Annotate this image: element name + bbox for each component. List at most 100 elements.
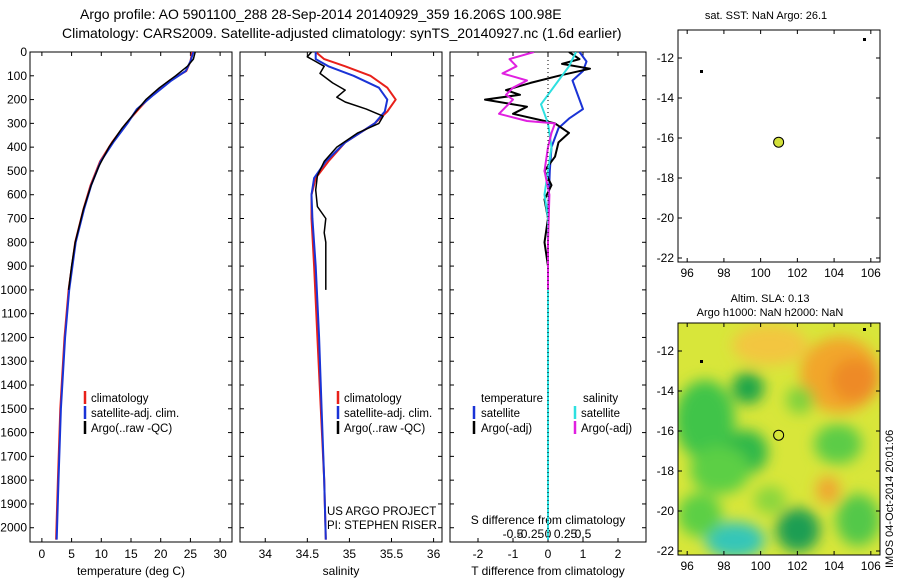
series-line-argo-raw-qc: [67, 52, 196, 290]
depth-tick-label: 900: [7, 259, 27, 273]
depth-tick-label: 600: [7, 188, 27, 202]
x-tick-label: 2: [615, 547, 622, 561]
argo-location-marker: [773, 429, 785, 441]
sla-blob: [690, 446, 750, 494]
map-y-tick-label: -20: [657, 211, 675, 225]
x-tick-label: 35: [343, 547, 357, 561]
map-x-tick-label: 104: [824, 559, 844, 573]
map-x-tick-label: 98: [717, 559, 731, 573]
x-tick-label: -2: [473, 547, 484, 561]
map-y-tick-label: -18: [657, 464, 675, 478]
legend-label-climatology: climatology: [91, 393, 149, 405]
x-tick-label: 25: [184, 547, 198, 561]
sla-blob: [678, 493, 722, 537]
sla-coast-dot: [863, 328, 866, 331]
legend-label-satellite: satellite-adj. clim.: [91, 408, 179, 420]
temperature-legend: climatology satellite-adj. clim. Argo(..…: [83, 391, 179, 435]
x-tick-label: -1: [508, 547, 519, 561]
sla-blob: [814, 424, 862, 464]
map-x-tick-label: 98: [717, 266, 731, 280]
legend-label-s-argo: Argo(-adj): [581, 423, 632, 435]
map-y-tick-label: -16: [657, 131, 675, 145]
sla-heatmap: [678, 323, 880, 555]
footer-timestamp: IMOS 04-Oct-2014 20:01:06: [884, 430, 896, 568]
sst-coast-dot: [863, 38, 866, 41]
map-y-tick-label: -12: [657, 344, 675, 358]
sla-blob: [831, 358, 879, 402]
map-y-tick-label: -22: [657, 251, 675, 265]
sla-map-frame: [677, 322, 881, 556]
x-tick-label: 20: [154, 547, 168, 561]
sla-blob: [786, 386, 814, 414]
legend-label-satellite: satellite-adj. clim.: [344, 408, 432, 420]
legend-label-climatology: climatology: [344, 393, 402, 405]
argo-location-marker: [773, 136, 785, 148]
sla-map-points: [773, 429, 785, 441]
s-diff-tick-label: -0.5: [503, 527, 524, 541]
map-x-tick-label: 96: [681, 559, 695, 573]
map-y-tick-label: -18: [657, 171, 675, 185]
depth-tick-label: 1300: [0, 354, 27, 368]
legend-label-s-satellite: satellite: [581, 408, 620, 420]
sla-blob: [776, 508, 820, 552]
temperature-panel-frame: [29, 51, 233, 543]
map-x-tick-label: 100: [751, 559, 771, 573]
temperature-x-axis: 0 5 10 15 20 25 30: [39, 52, 227, 561]
legend-label-t-argo: Argo(-adj): [481, 423, 532, 435]
sla-map-title-line2: Argo h1000: NaN h2000: NaN: [697, 307, 844, 319]
salinity-panel-frame: [239, 51, 443, 543]
series-line-satellite-adj-clim: [310, 52, 389, 540]
depth-tick-label: 2000: [0, 521, 27, 535]
sla-blob: [816, 476, 840, 504]
sla-blob: [754, 486, 786, 514]
depth-tick-label: 800: [7, 235, 27, 249]
map-x-tick-label: 102: [787, 266, 807, 280]
depth-tick-label: 1900: [0, 497, 27, 511]
x-tick-label: 1: [580, 547, 587, 561]
difference-xlabel: T difference from climatology: [471, 564, 625, 578]
temperature-xlabel: temperature (deg C): [77, 564, 185, 578]
x-tick-label: 10: [95, 547, 109, 561]
depth-tick-label: 500: [7, 164, 27, 178]
depth-tick-label: 1100: [1, 307, 27, 321]
sla-map-title-line1: Altim. SLA: 0.13: [731, 293, 810, 305]
sla-map-axes: 96 98 100 102 104 106 -12 -14 -16 -18 -20 -22: [657, 323, 881, 573]
map-y-tick-label: -22: [657, 544, 675, 558]
depth-tick-label: 1700: [0, 449, 27, 463]
s-diff-tick-label: -0.25: [517, 527, 545, 541]
s-diff-tick-label: 0.5: [575, 527, 592, 541]
depth-tick-label: 1200: [0, 330, 27, 344]
legend-label-argo: Argo(..raw -QC): [344, 423, 425, 435]
sst-coast-dot: [700, 70, 703, 73]
credit-project: US ARGO PROJECT: [327, 506, 436, 518]
depth-tick-label: 1600: [0, 426, 27, 440]
map-y-tick-label: -14: [657, 91, 675, 105]
depth-tick-label: 300: [7, 116, 27, 130]
depth-tick-label: 1500: [0, 402, 27, 416]
depth-tick-label: 200: [7, 93, 27, 107]
x-tick-label: 34.5: [296, 547, 320, 561]
map-y-tick-label: -14: [657, 384, 675, 398]
map-x-tick-label: 104: [824, 266, 844, 280]
x-tick-label: 34: [259, 547, 273, 561]
depth-axis: 0 100 200 300 400 500 600 700 800 900 1000 1100 1200…: [0, 45, 646, 535]
depth-tick-label: 0: [20, 45, 27, 59]
map-x-tick-label: 106: [861, 266, 881, 280]
series-line-s-satellite: [540, 52, 577, 540]
depth-tick-label: 1800: [0, 473, 27, 487]
sla-blob: [732, 372, 764, 404]
sla-blob: [705, 522, 765, 555]
x-tick-label: 30: [213, 547, 227, 561]
x-tick-label: 36: [427, 547, 441, 561]
depth-tick-label: 100: [7, 69, 27, 83]
legend-head-salinity: salinity: [583, 393, 618, 405]
map-y-tick-label: -12: [657, 51, 675, 65]
x-tick-label: 5: [68, 547, 75, 561]
map-x-tick-label: 102: [787, 559, 807, 573]
sst-map-title: sat. SST: NaN Argo: 26.1: [705, 10, 827, 22]
credit-pi: PI: STEPHEN RISER: [327, 520, 437, 532]
depth-tick-label: 700: [7, 212, 27, 226]
x-tick-label: 0: [39, 547, 46, 561]
series-line-argo-raw-qc: [306, 52, 384, 290]
